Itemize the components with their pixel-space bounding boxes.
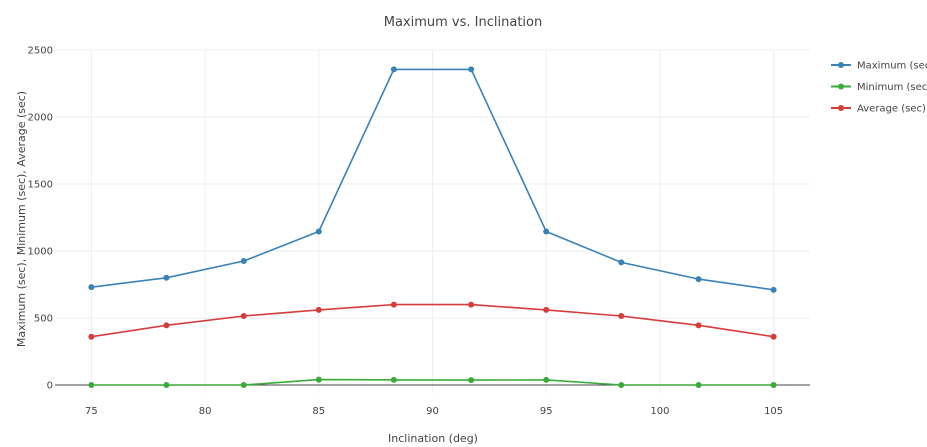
series-line bbox=[91, 68, 774, 291]
y-tick-label: 2500 bbox=[28, 46, 53, 57]
data-point bbox=[468, 66, 475, 73]
data-point bbox=[240, 381, 247, 388]
legend-marker bbox=[838, 105, 844, 111]
data-point bbox=[618, 381, 625, 388]
data-point bbox=[240, 258, 247, 265]
y-tick-label: 1500 bbox=[28, 179, 53, 190]
legend-label: Maximum (sec) bbox=[857, 61, 927, 72]
series-layer bbox=[88, 66, 777, 388]
series-line bbox=[91, 303, 774, 338]
data-point bbox=[695, 276, 702, 283]
x-tick-label: 100 bbox=[650, 406, 669, 417]
series-1 bbox=[88, 376, 777, 388]
x-tick-label: 80 bbox=[199, 406, 212, 417]
data-point bbox=[543, 306, 550, 313]
data-point bbox=[390, 301, 397, 308]
legend-item[interactable]: Minimum (sec) bbox=[831, 82, 927, 93]
data-point bbox=[390, 66, 397, 73]
data-point bbox=[88, 333, 95, 340]
series-line bbox=[91, 378, 774, 386]
data-point bbox=[315, 376, 322, 383]
y-tick-label: 1000 bbox=[28, 246, 53, 257]
data-point bbox=[770, 286, 777, 293]
x-tick-label: 75 bbox=[85, 406, 98, 417]
y-tick-label: 2000 bbox=[28, 112, 53, 123]
legend-marker bbox=[838, 83, 844, 90]
x-tick-label: 95 bbox=[540, 406, 553, 417]
legend-label: Minimum (sec) bbox=[857, 82, 927, 93]
data-point bbox=[543, 376, 550, 383]
legend-label: Average (sec) bbox=[857, 104, 926, 115]
data-point bbox=[543, 228, 550, 235]
data-point bbox=[695, 381, 702, 388]
data-point bbox=[240, 312, 247, 319]
legend-item[interactable]: Maximum (sec) bbox=[831, 61, 927, 72]
series-2 bbox=[88, 301, 777, 340]
data-point bbox=[770, 381, 777, 388]
data-point bbox=[88, 381, 95, 388]
series-0 bbox=[88, 66, 777, 293]
data-point bbox=[468, 301, 475, 308]
x-axis-title: Inclination (deg) bbox=[388, 432, 478, 445]
chart-title: Maximum vs. Inclination bbox=[384, 15, 542, 30]
data-point bbox=[88, 284, 95, 291]
axis-ticks: 75 80 85 90 95 100 105 0 500 1000 1500 2000 2500 bbox=[28, 46, 784, 418]
data-point bbox=[163, 322, 170, 329]
data-point bbox=[468, 377, 475, 384]
data-point bbox=[390, 376, 397, 383]
data-point bbox=[315, 306, 322, 313]
x-tick-label: 105 bbox=[764, 406, 783, 417]
data-point bbox=[770, 333, 777, 340]
x-tick-label: 85 bbox=[312, 406, 325, 417]
data-point bbox=[618, 312, 625, 319]
data-point bbox=[163, 274, 170, 281]
data-point bbox=[163, 381, 170, 388]
y-axis-title: Maximum (sec), Minimum (sec), Average (s… bbox=[15, 91, 28, 347]
data-point bbox=[695, 322, 702, 329]
legend-marker bbox=[838, 62, 844, 68]
x-tick-label: 90 bbox=[426, 406, 439, 417]
data-point bbox=[315, 228, 322, 235]
y-tick-label: 0 bbox=[47, 380, 53, 391]
data-point bbox=[618, 259, 625, 266]
legend-item[interactable]: Average (sec) bbox=[831, 104, 926, 115]
grid bbox=[55, 49, 810, 393]
y-tick-label: 500 bbox=[34, 313, 53, 324]
legend[interactable]: Maximum (sec) Minimum (sec) Average (sec) bbox=[831, 61, 927, 115]
